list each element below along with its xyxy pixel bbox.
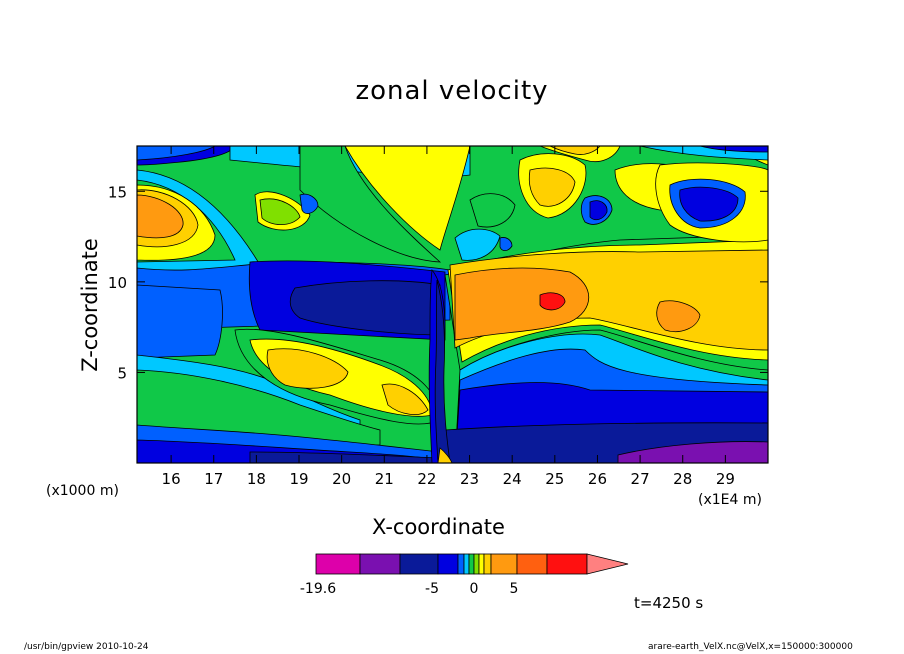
region-orange-cell-1 [528, 167, 576, 207]
x-tick-label-17: 17 [204, 470, 223, 488]
region-lightblue-left [137, 284, 223, 359]
z-unit-label: (x1000 m) [46, 483, 119, 499]
x-tick-label-24: 24 [503, 470, 522, 488]
x-tick-label-20: 20 [332, 470, 351, 488]
x-tick-label-18: 18 [247, 470, 266, 488]
x-tick-label-26: 26 [588, 470, 607, 488]
region-cyan-center [454, 228, 501, 261]
region-green-top [299, 146, 442, 263]
region-darkorange-left [137, 194, 184, 239]
footer-right: arare-earth_VelX.nc@VelX,x=150000:300000 [648, 642, 853, 652]
y-tick-label-5: 5 [117, 364, 127, 382]
region-navy-cell-4 [589, 200, 608, 221]
region-purple-lower-right [617, 441, 768, 463]
x-tick-label-21: 21 [375, 470, 394, 488]
x-tick-label-27: 27 [631, 470, 650, 488]
x-tick-label-22: 22 [417, 470, 436, 488]
y-axis-label: Z-coordinate [78, 238, 102, 372]
footer-left: /usr/bin/gpview 2010-10-24 [24, 642, 149, 652]
region-orange-top-right [549, 146, 601, 155]
plot-frame [136, 145, 769, 464]
region-darkorange-right [454, 267, 589, 341]
region-blue-small-2 [499, 237, 513, 252]
time-annotation: t=4250 s [634, 594, 704, 612]
region-red-max [539, 292, 566, 311]
region-navy-band [289, 280, 443, 336]
region-yellow-top [344, 146, 471, 251]
x-tick-label-29: 29 [716, 470, 735, 488]
y-tick-label-15: 15 [108, 183, 127, 201]
region-orange-blob-2 [381, 383, 429, 415]
chart-title: zonal velocity [355, 76, 549, 106]
x-axis-label: X-coordinate [372, 515, 505, 539]
region-blue-small-1 [299, 193, 319, 214]
region-shear-orange [437, 447, 453, 463]
contour-fill [137, 146, 768, 463]
region-shear-navy [434, 279, 451, 463]
x-tick-label-23: 23 [460, 470, 479, 488]
region-orange-blob [266, 348, 349, 389]
x-tick-label-25: 25 [545, 470, 564, 488]
region-green-center [469, 193, 516, 228]
x-tick-label-28: 28 [673, 470, 692, 488]
y-tick-label-10: 10 [108, 274, 127, 292]
x-unit-label: (x1E4 m) [698, 492, 762, 508]
region-green-lower-left [137, 369, 381, 446]
region-navy-cell-3 [679, 186, 739, 222]
region-lightgreen-mid [259, 198, 301, 226]
region-darkorange-right-2 [656, 300, 701, 332]
x-tick-label-19: 19 [289, 470, 308, 488]
x-tick-label-16: 16 [162, 470, 181, 488]
